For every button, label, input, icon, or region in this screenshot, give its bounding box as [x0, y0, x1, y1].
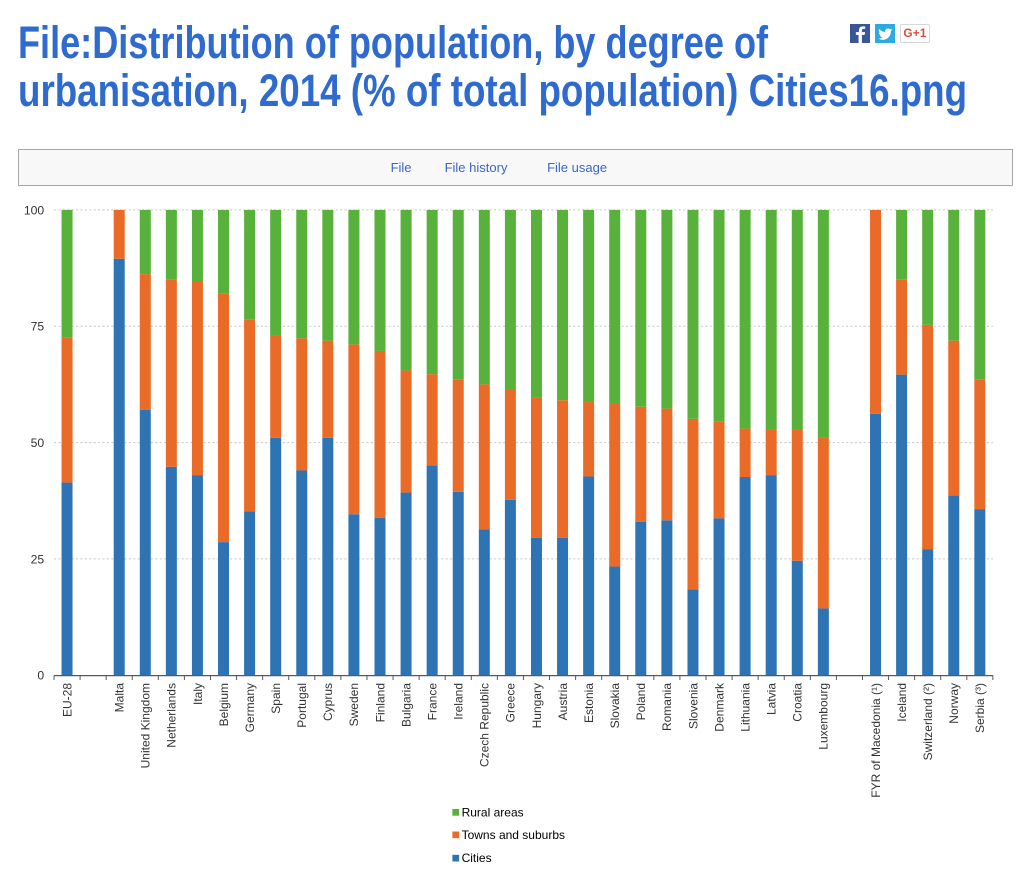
svg-text:Hungary: Hungary [530, 683, 544, 728]
svg-text:25: 25 [31, 552, 45, 566]
svg-text:Romania: Romania [660, 683, 674, 731]
svg-text:France: France [425, 683, 439, 721]
svg-text:Norway: Norway [947, 683, 961, 724]
svg-text:75: 75 [31, 320, 45, 334]
svg-text:0: 0 [37, 669, 44, 683]
svg-text:Cyprus: Cyprus [321, 683, 335, 721]
svg-text:Slovenia: Slovenia [686, 683, 700, 729]
svg-text:Czech Republic: Czech Republic [478, 683, 492, 767]
svg-text:Spain: Spain [269, 683, 283, 714]
svg-text:Ireland: Ireland [452, 683, 466, 720]
svg-text:Iceland: Iceland [895, 683, 909, 722]
svg-text:Estonia: Estonia [582, 683, 596, 723]
svg-text:Bulgaria: Bulgaria [399, 683, 413, 727]
svg-text:Sweden: Sweden [347, 683, 361, 726]
svg-text:Malta: Malta [113, 683, 127, 713]
svg-text:Denmark: Denmark [712, 682, 726, 732]
svg-text:FYR of Macedonia (¹): FYR of Macedonia (¹) [869, 683, 883, 798]
svg-text:Netherlands: Netherlands [165, 683, 179, 748]
svg-text:Italy: Italy [191, 683, 205, 705]
svg-text:Lithuania: Lithuania [738, 683, 752, 732]
svg-text:Towns and suburbs: Towns and suburbs [462, 828, 565, 842]
svg-text:Portugal: Portugal [295, 683, 309, 728]
svg-text:Luxembourg: Luxembourg [817, 683, 831, 750]
svg-text:Serbia (³): Serbia (³) [973, 683, 987, 733]
svg-text:50: 50 [31, 436, 45, 450]
svg-text:Rural areas: Rural areas [462, 806, 524, 820]
svg-text:Switzerland (²): Switzerland (²) [921, 683, 935, 760]
svg-text:EU-28: EU-28 [60, 683, 74, 717]
svg-text:Poland: Poland [634, 683, 648, 720]
svg-text:Austria: Austria [556, 683, 570, 721]
svg-text:Latvia: Latvia [765, 683, 779, 715]
svg-text:Belgium: Belgium [217, 683, 231, 726]
svg-text:Greece: Greece [504, 683, 518, 723]
svg-text:United Kingdom: United Kingdom [139, 683, 153, 768]
svg-text:100: 100 [24, 203, 45, 217]
svg-text:Germany: Germany [243, 683, 257, 732]
svg-text:Finland: Finland [373, 683, 387, 722]
svg-text:Croatia: Croatia [791, 683, 805, 722]
svg-text:Cities: Cities [462, 851, 492, 865]
svg-text:Slovakia: Slovakia [608, 683, 622, 729]
